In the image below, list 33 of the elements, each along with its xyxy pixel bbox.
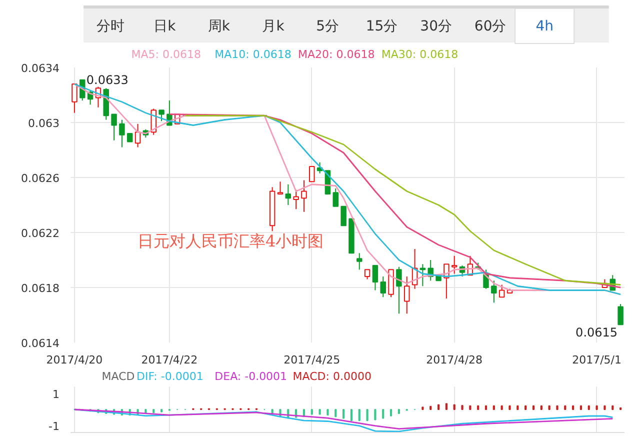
annotation: 日元对人民币汇率4小时图	[138, 232, 324, 250]
text: 分时	[96, 18, 124, 34]
text: MA5: 0.0618	[131, 48, 201, 61]
text: MA10: 0.0618	[214, 48, 292, 61]
y-tick-label: -1	[48, 420, 60, 433]
text: 月k	[262, 18, 286, 34]
text: 5分	[316, 18, 339, 34]
y-tick-label: 0.0634	[21, 62, 60, 75]
annotation: 0.0633	[86, 72, 128, 87]
annotation: 0.0615	[576, 326, 618, 340]
y-tick-label: 0.0618	[21, 282, 60, 295]
text: 4h	[536, 18, 554, 34]
text: 日k	[154, 18, 177, 34]
text: DEA: -0.0001	[214, 370, 288, 383]
y-tick-label: 0.0614	[21, 337, 60, 350]
x-tick-label: 2017/4/20	[46, 354, 103, 366]
text: MACD: 0.0000	[292, 370, 372, 383]
text: DIF: -0.0001	[136, 370, 204, 383]
text: 周k	[208, 18, 231, 34]
text: MA20: 0.0618	[298, 48, 375, 61]
y-tick-label: 0.0622	[21, 227, 60, 240]
y-tick-label: 1	[52, 388, 60, 402]
y-tick-label: 0.063	[28, 117, 60, 130]
x-tick-label: 2017/5/1	[572, 354, 622, 366]
text: 15分	[366, 18, 398, 34]
x-tick-label: 2017/4/22	[141, 354, 198, 366]
text: 30分	[420, 18, 452, 34]
x-tick-label: 2017/4/28	[426, 354, 483, 366]
text: MA30: 0.0618	[381, 48, 458, 61]
y-tick-label: 0.0626	[21, 172, 60, 185]
text: 60分	[474, 18, 506, 34]
x-tick-label: 2017/4/25	[284, 354, 340, 366]
chart-title: MACD	[102, 370, 135, 383]
